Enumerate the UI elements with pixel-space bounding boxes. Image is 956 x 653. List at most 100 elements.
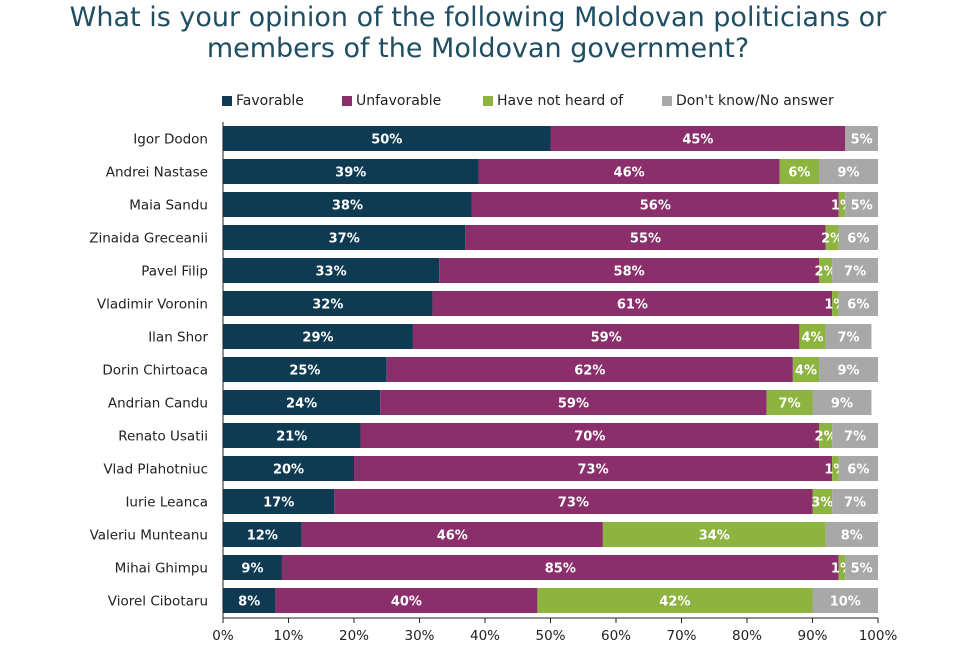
bar-vlad-plahotniuc-favorable: [223, 456, 354, 481]
bar-ilan-shor-unfavorable: [412, 324, 800, 349]
legend-item-unfavorable: Unfavorable: [342, 93, 441, 109]
data-label-andrei-nastase-unfavorable: 46%: [614, 166, 645, 181]
data-label-mihai-ghimpu-don-t-know-no-answer: 5%: [851, 562, 873, 577]
data-label-iurie-leanca-unfavorable: 73%: [558, 496, 589, 511]
data-label-viorel-cibotaru-unfavorable: 40%: [391, 595, 422, 610]
category-label-viorel-cibotaru: Viorel Cibotaru: [108, 594, 208, 610]
bar-zinaida-greceanii-have-not-heard-of: [825, 225, 839, 250]
data-label-andrei-nastase-have-not-heard-of: 6%: [788, 166, 810, 181]
category-label-renato-usatii: Renato Usatii: [118, 429, 208, 445]
x-tick-label: 80%: [732, 628, 762, 644]
data-label-vladimir-voronin-don-t-know-no-answer: 6%: [847, 298, 869, 313]
data-label-andrian-candu-don-t-know-no-answer: 9%: [831, 397, 853, 412]
data-label-andrian-candu-have-not-heard-of: 7%: [779, 397, 801, 412]
bar-valeriu-munteanu-have-not-heard-of: [602, 522, 826, 547]
data-label-pavel-filip-favorable: 33%: [316, 265, 347, 280]
data-label-ilan-shor-have-not-heard-of: 4%: [801, 331, 823, 346]
bar-maia-sandu-favorable: [223, 192, 472, 217]
chart-title: What is your opinion of the following Mo…: [0, 2, 956, 64]
bar-iurie-leanca-favorable: [223, 489, 335, 514]
bar-dorin-chirtoaca-don-t-know-no-answer: [819, 357, 878, 382]
bar-valeriu-munteanu-don-t-know-no-answer: [825, 522, 878, 547]
data-label-vlad-plahotniuc-unfavorable: 73%: [578, 463, 609, 478]
bar-row-igor-dodon: Igor Dodon 50% 45% 5%: [133, 126, 878, 151]
data-label-mihai-ghimpu-favorable: 9%: [241, 562, 263, 577]
category-label-ilan-shor: Ilan Shor: [148, 330, 208, 346]
bar-vlad-plahotniuc-don-t-know-no-answer: [838, 456, 878, 481]
data-label-renato-usatii-don-t-know-no-answer: 7%: [844, 430, 866, 445]
data-label-iurie-leanca-favorable: 17%: [263, 496, 294, 511]
bar-pavel-filip-have-not-heard-of: [819, 258, 833, 283]
data-label-igor-dodon-don-t-know-no-answer: 5%: [851, 133, 873, 148]
data-label-vladimir-voronin-unfavorable: 61%: [617, 298, 648, 313]
data-label-pavel-filip-unfavorable: 58%: [614, 265, 645, 280]
data-label-andrei-nastase-favorable: 39%: [335, 166, 366, 181]
bar-row-vlad-plahotniuc: Vlad Plahotniuc 20% 73% 1% 6%: [103, 456, 878, 481]
data-label-andrei-nastase-don-t-know-no-answer: 9%: [837, 166, 859, 181]
data-label-viorel-cibotaru-favorable: 8%: [238, 595, 260, 610]
legend-item-have-not-heard-of: Have not heard of: [483, 93, 623, 109]
x-tick-label: 40%: [470, 628, 500, 644]
bar-zinaida-greceanii-don-t-know-no-answer: [838, 225, 878, 250]
bar-valeriu-munteanu-unfavorable: [301, 522, 603, 547]
bar-renato-usatii-unfavorable: [360, 423, 820, 448]
bar-row-iurie-leanca: Iurie Leanca 17% 73% 3% 7%: [125, 489, 878, 514]
data-label-zinaida-greceanii-favorable: 37%: [329, 232, 360, 247]
legend-item-favorable: Favorable: [222, 93, 304, 109]
bar-pavel-filip-favorable: [223, 258, 440, 283]
data-label-iurie-leanca-don-t-know-no-answer: 7%: [844, 496, 866, 511]
bar-andrei-nastase-have-not-heard-of: [779, 159, 820, 184]
data-label-mihai-ghimpu-unfavorable: 85%: [545, 562, 576, 577]
category-label-andrian-candu: Andrian Candu: [108, 396, 208, 412]
data-label-pavel-filip-don-t-know-no-answer: 7%: [844, 265, 866, 280]
x-tick-label: 50%: [535, 628, 565, 644]
category-label-vladimir-voronin: Vladimir Voronin: [97, 297, 208, 313]
bar-row-zinaida-greceanii: Zinaida Greceanii 37% 55% 2% 6%: [89, 225, 878, 250]
legend-label-dont-know: Don't know/No answer: [676, 93, 834, 109]
bar-row-andrian-candu: Andrian Candu 24% 59% 7% 9%: [108, 390, 872, 415]
data-label-valeriu-munteanu-don-t-know-no-answer: 8%: [841, 529, 863, 544]
bar-row-pavel-filip: Pavel Filip 33% 58% 2% 7%: [141, 258, 878, 283]
bar-viorel-cibotaru-unfavorable: [275, 588, 538, 613]
bar-renato-usatii-favorable: [223, 423, 361, 448]
bar-row-renato-usatii: Renato Usatii 21% 70% 2% 7%: [118, 423, 878, 448]
bar-dorin-chirtoaca-unfavorable: [386, 357, 793, 382]
bar-row-maia-sandu: Maia Sandu 38% 56% 1%5%: [129, 192, 878, 217]
x-tick-label: 90%: [797, 628, 827, 644]
bar-row-vladimir-voronin: Vladimir Voronin 32% 61% 1% 6%: [97, 291, 878, 316]
data-label-viorel-cibotaru-have-not-heard-of: 42%: [659, 595, 690, 610]
data-label-ilan-shor-favorable: 29%: [302, 331, 333, 346]
bar-mihai-ghimpu-have-not-heard-of: [838, 555, 846, 580]
data-label-valeriu-munteanu-favorable: 12%: [247, 529, 278, 544]
bar-viorel-cibotaru-favorable: [223, 588, 276, 613]
chart-title-line-1: What is your opinion of the following Mo…: [69, 2, 887, 33]
legend-swatch-dont-know: [662, 96, 672, 106]
bar-vladimir-voronin-don-t-know-no-answer: [838, 291, 878, 316]
chart-title-line-2: members of the Moldovan government?: [206, 33, 750, 64]
x-tick-label: 100%: [859, 628, 898, 644]
legend-item-dont-know: Don't know/No answer: [662, 93, 834, 109]
bar-igor-dodon-don-t-know-no-answer: [845, 126, 878, 151]
bar-andrei-nastase-don-t-know-no-answer: [819, 159, 878, 184]
data-label-dorin-chirtoaca-don-t-know-no-answer: 9%: [837, 364, 859, 379]
bar-andrian-candu-favorable: [223, 390, 381, 415]
category-label-iurie-leanca: Iurie Leanca: [125, 495, 208, 511]
data-label-vladimir-voronin-favorable: 32%: [312, 298, 343, 313]
category-label-vlad-plahotniuc: Vlad Plahotniuc: [103, 462, 208, 478]
category-label-mihai-ghimpu: Mihai Ghimpu: [115, 561, 208, 577]
data-label-dorin-chirtoaca-favorable: 25%: [289, 364, 320, 379]
legend-label-have-not-heard-of: Have not heard of: [497, 93, 624, 109]
bar-ilan-shor-have-not-heard-of: [799, 324, 826, 349]
bar-renato-usatii-don-t-know-no-answer: [832, 423, 878, 448]
bar-row-andrei-nastase: Andrei Nastase 39% 46% 6% 9%: [106, 159, 878, 184]
data-label-igor-dodon-favorable: 50%: [371, 133, 402, 148]
bar-igor-dodon-unfavorable: [550, 126, 846, 151]
data-label-pavel-filip-have-not-heard-of: 2%: [815, 265, 837, 280]
bar-vladimir-voronin-favorable: [223, 291, 433, 316]
data-label-dorin-chirtoaca-unfavorable: 62%: [574, 364, 605, 379]
data-label-maia-sandu-unfavorable: 56%: [640, 199, 671, 214]
legend-swatch-have-not-heard-of: [483, 96, 493, 106]
bar-mihai-ghimpu-unfavorable: [281, 555, 839, 580]
bar-iurie-leanca-unfavorable: [334, 489, 813, 514]
